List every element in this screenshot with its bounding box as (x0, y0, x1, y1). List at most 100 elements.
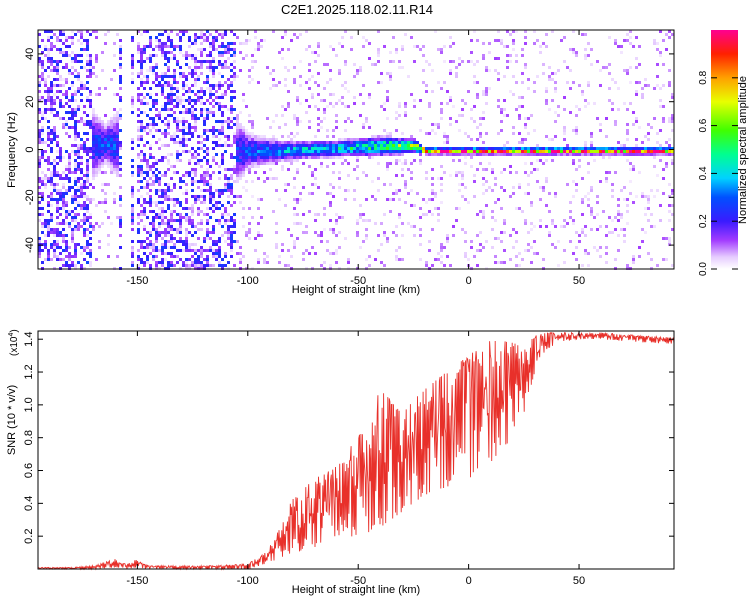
heatmap-cell (167, 234, 170, 237)
heatmap-cell (368, 57, 371, 60)
heatmap-cell (152, 81, 155, 84)
heatmap-cell (143, 240, 146, 243)
heatmap-cell (86, 48, 89, 51)
heatmap-cell (146, 165, 149, 168)
heatmap-cell (341, 156, 344, 159)
heatmap-cell (113, 153, 116, 156)
heatmap-cell (212, 135, 215, 138)
heatmap-cell (173, 120, 176, 123)
heatmap-cell (536, 153, 539, 156)
heatmap-cell (593, 150, 596, 153)
heatmap-cell (503, 261, 506, 264)
heatmap-cell (374, 63, 377, 66)
heatmap-cell (209, 165, 212, 168)
heatmap-cell (521, 258, 524, 261)
heatmap-cell (281, 150, 284, 153)
heatmap-cell (110, 162, 113, 165)
heatmap-cell (293, 207, 296, 210)
heatmap-cell (89, 255, 92, 258)
heatmap-cell (551, 159, 554, 162)
heatmap-cell (545, 159, 548, 162)
heatmap-cell (239, 156, 242, 159)
heatmap-cell (578, 153, 581, 156)
heatmap-cell (86, 42, 89, 45)
heatmap-cell (497, 30, 500, 33)
heatmap-cell (380, 222, 383, 225)
heatmap-cell (173, 99, 176, 102)
heatmap-cell (359, 93, 362, 96)
heatmap-cell (80, 225, 83, 228)
heatmap-cell (227, 195, 230, 198)
heatmap-cell (98, 120, 101, 123)
heatmap-cell (50, 45, 53, 48)
heatmap-cell (149, 240, 152, 243)
heatmap-cell (650, 126, 653, 129)
heatmap-cell (176, 63, 179, 66)
heatmap-cell (347, 150, 350, 153)
heatmap-cell (161, 201, 164, 204)
heatmap-cell (635, 66, 638, 69)
heatmap-cell (62, 126, 65, 129)
heatmap-cell (338, 141, 341, 144)
heatmap-cell (356, 231, 359, 234)
heatmap-cell (131, 249, 134, 252)
heatmap-cell (212, 195, 215, 198)
heatmap-cell (218, 195, 221, 198)
heatmap-cell (167, 60, 170, 63)
heatmap-cell (239, 261, 242, 264)
heatmap-cell (236, 132, 239, 135)
heatmap-cell (353, 147, 356, 150)
heatmap-cell (245, 168, 248, 171)
heatmap-cell (68, 258, 71, 261)
heatmap-cell (236, 162, 239, 165)
heatmap-cell (440, 201, 443, 204)
heatmap-cell (446, 102, 449, 105)
heatmap-cell (284, 147, 287, 150)
heatmap-cell (641, 150, 644, 153)
heatmap-cell (410, 204, 413, 207)
heatmap-cell (152, 222, 155, 225)
heatmap-cell (245, 150, 248, 153)
heatmap-cell (146, 141, 149, 144)
heatmap-cell (179, 45, 182, 48)
heatmap-cell (71, 42, 74, 45)
heatmap-cell (320, 144, 323, 147)
heatmap-cell (89, 225, 92, 228)
heatmap-cell (206, 117, 209, 120)
heatmap-cell (50, 150, 53, 153)
heatmap-cell (179, 36, 182, 39)
heatmap-cell (584, 249, 587, 252)
heatmap-cell (299, 84, 302, 87)
heatmap-cell (239, 42, 242, 45)
heatmap-cell (503, 150, 506, 153)
heatmap-cell (227, 78, 230, 81)
heatmap-cell (188, 243, 191, 246)
heatmap-cell (227, 183, 230, 186)
heatmap-cell (233, 72, 236, 75)
heatmap-cell (275, 147, 278, 150)
heatmap-cell (167, 45, 170, 48)
heatmap-cell (203, 33, 206, 36)
heatmap-cell (542, 162, 545, 165)
heatmap-cell (536, 159, 539, 162)
heatmap-cell (377, 189, 380, 192)
heatmap-cell (404, 111, 407, 114)
heatmap-cell (188, 258, 191, 261)
heatmap-cell (200, 90, 203, 93)
heatmap-cell (161, 189, 164, 192)
heatmap-cell (410, 225, 413, 228)
heatmap-cell (470, 156, 473, 159)
heatmap-cell (68, 180, 71, 183)
heatmap-cell (71, 93, 74, 96)
heatmap-cell (119, 246, 122, 249)
heatmap-cell (392, 144, 395, 147)
heatmap-cell (191, 180, 194, 183)
heatmap-cell (506, 66, 509, 69)
heatmap-cell (509, 150, 512, 153)
heatmap-cell (470, 108, 473, 111)
heatmap-cell (299, 144, 302, 147)
heatmap-cell (215, 84, 218, 87)
heatmap-cell (422, 150, 425, 153)
heatmap-cell (89, 264, 92, 267)
heatmap-cell (638, 63, 641, 66)
